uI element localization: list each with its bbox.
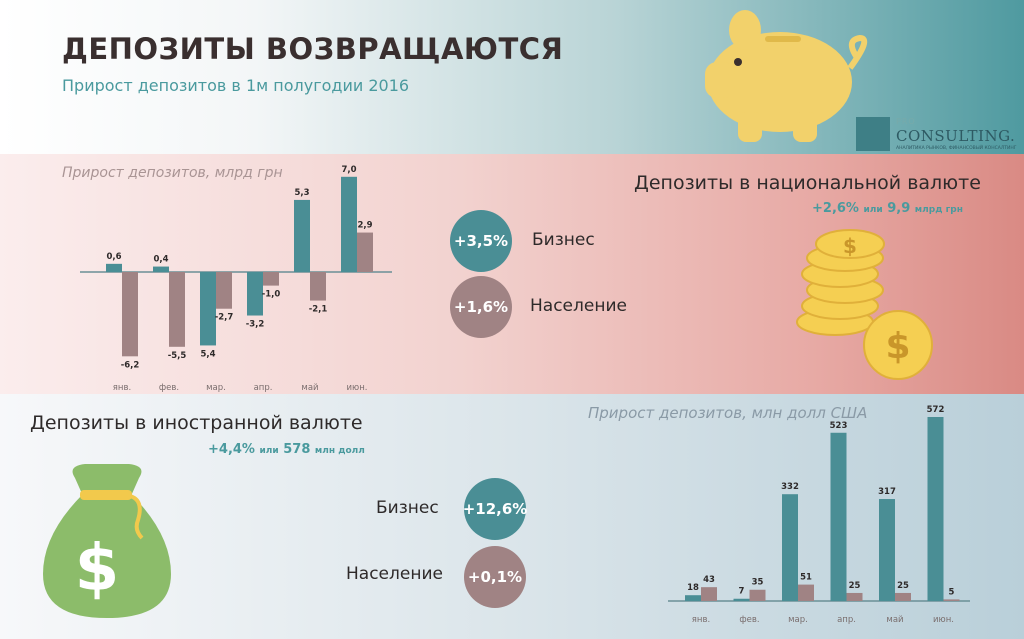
logo-tagline: АНАЛИТИКА РЫНКОВ, ФИНАНСОВЫЙ КОНСАЛТИНГ [896,146,1017,151]
foreign-summary-amount: 578 [283,442,311,457]
national-population-badge: +1,6% [450,276,512,338]
foreign-business-label: Бизнес [376,498,439,518]
national-summary: +2,6% или 9,9 млрд грн [812,201,963,216]
foreign-population-label: Население [346,564,443,584]
foreign-summary: +4,4% или 578 млн долл [208,442,365,457]
foreign-summary-or: или [259,446,279,456]
national-heading: Депозиты в национальной валюте [634,172,981,194]
page-title: Депозиты возвращаются [62,32,564,66]
foreign-business-badge: +12,6% [463,478,527,540]
logo-name: CONSULTING. [896,127,1016,145]
logo-top-text: PRO [896,117,916,126]
national-summary-unit: млрд грн [914,205,963,215]
page-subtitle: Прирост депозитов в 1м полугодии 2016 [62,76,410,95]
national-summary-amount: 9,9 [887,201,911,216]
national-summary-or: или [863,205,883,215]
foreign-population-badge: +0,1% [464,546,526,608]
logo-emblem-icon [856,117,890,151]
foreign-summary-pct: +4,4% [208,442,255,457]
national-summary-pct: +2,6% [812,201,859,216]
header-band [0,0,1024,154]
national-population-label: Население [530,296,627,316]
national-chart-title: Прирост депозитов, млрд грн [62,165,283,181]
national-business-badge: +3,5% [450,210,512,272]
foreign-heading: Депозиты в иностранной валюте [30,412,363,434]
national-business-label: Бизнес [532,230,595,250]
foreign-summary-unit: млн долл [314,446,365,456]
foreign-chart-title: Прирост депозитов, млн долл США [588,404,868,422]
